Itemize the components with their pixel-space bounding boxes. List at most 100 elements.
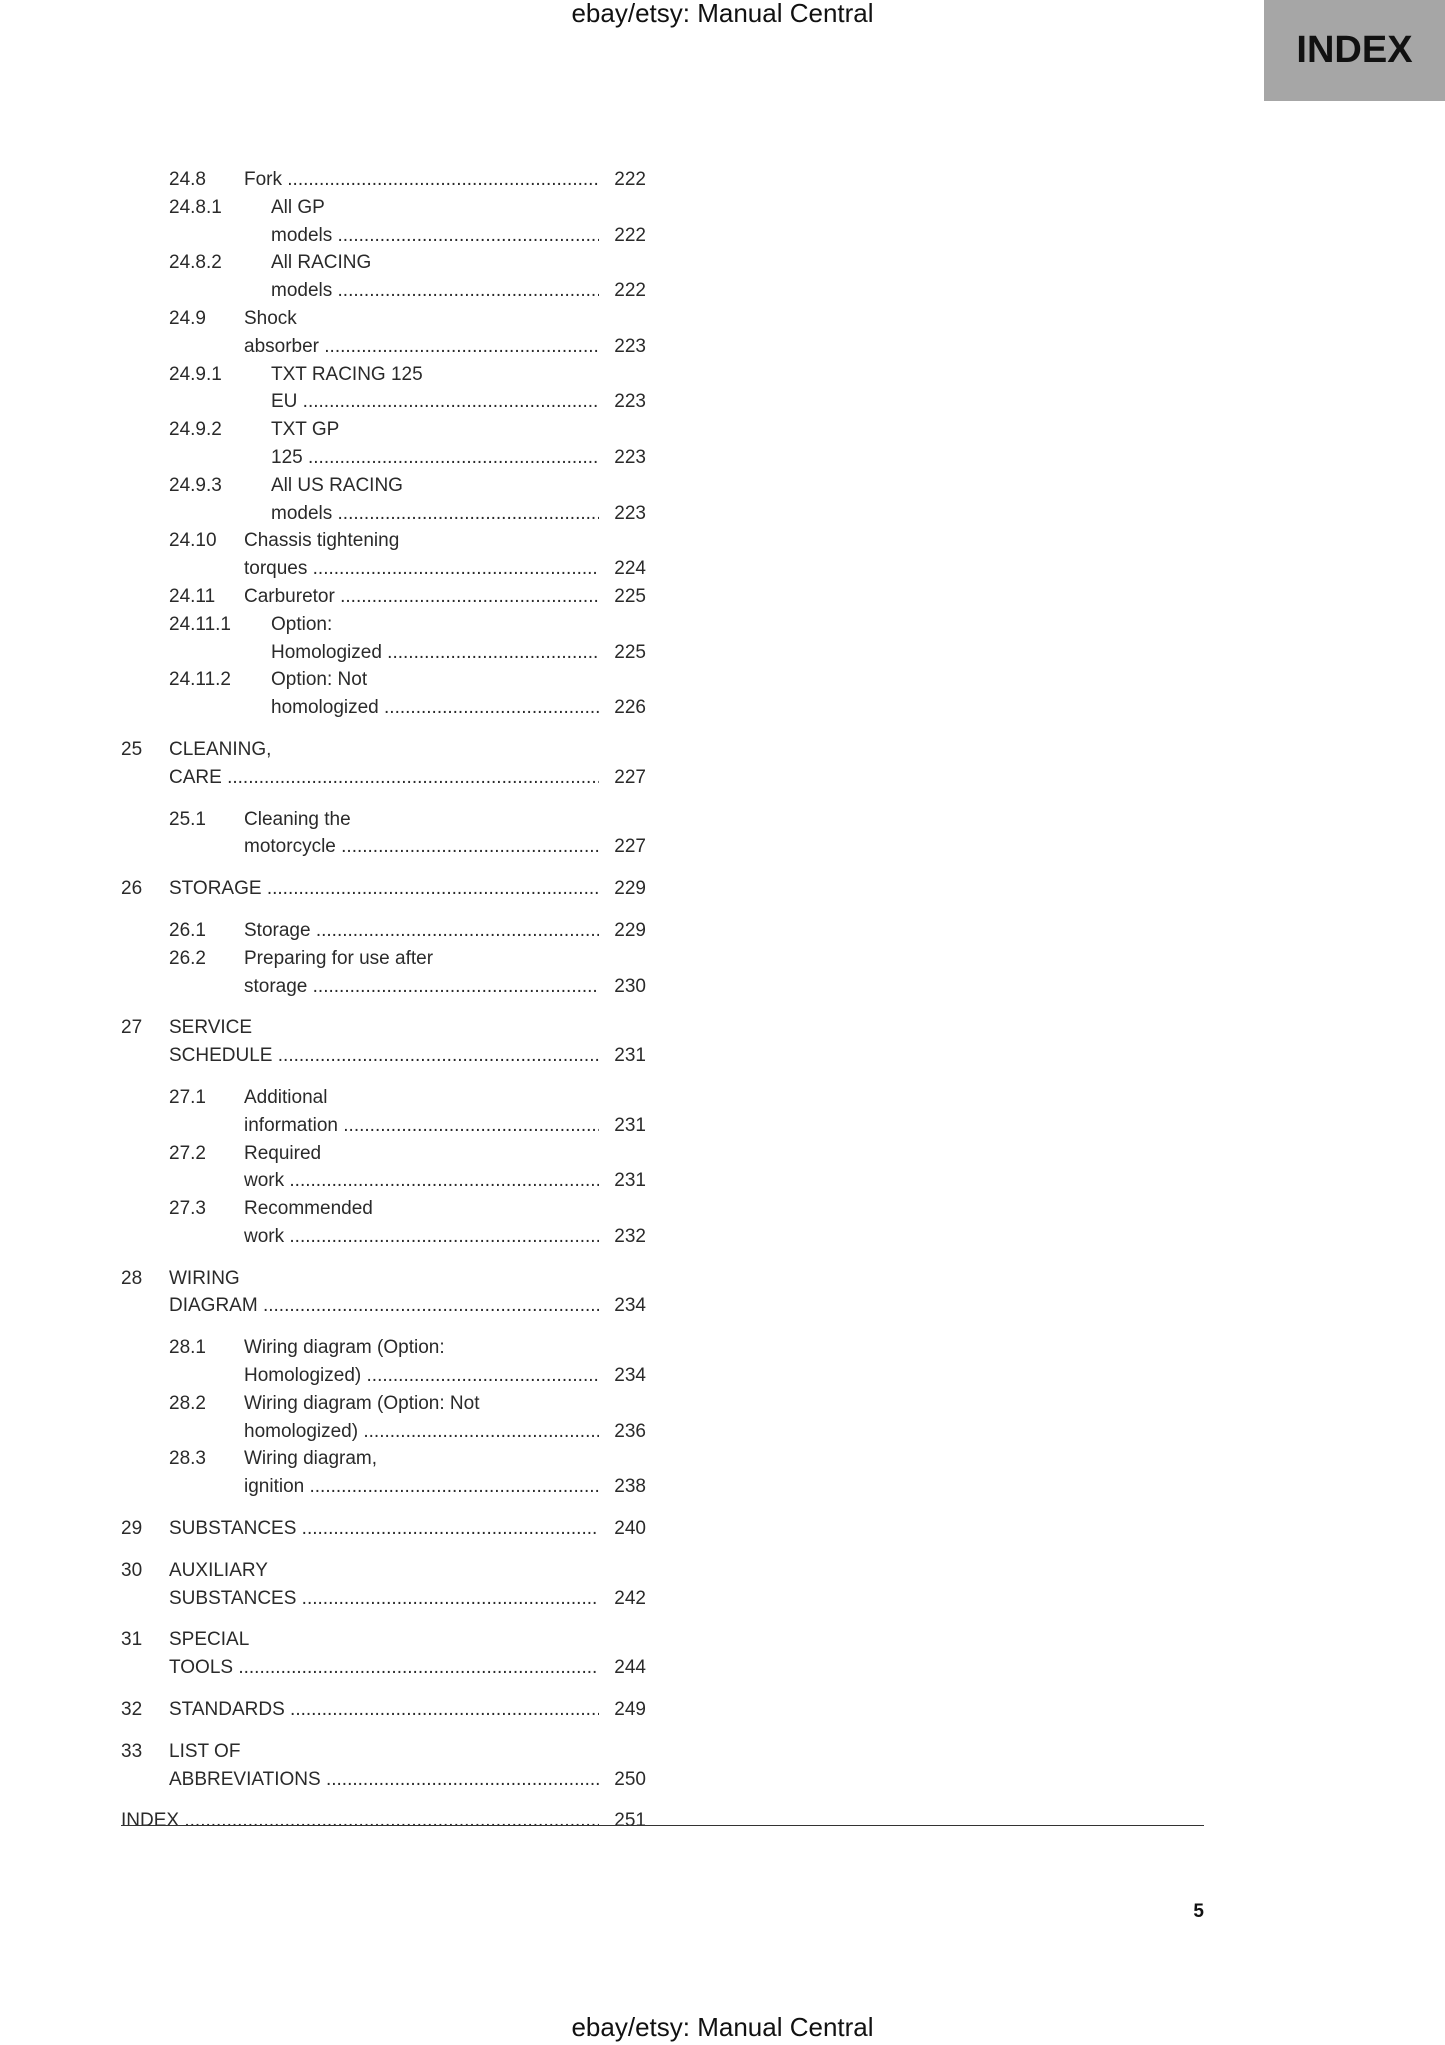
toc-entry[interactable]: 25.1 Cleaning the motorcycle227 bbox=[121, 806, 646, 862]
toc-entry-number: 24.9 bbox=[169, 307, 206, 329]
toc-entry-title: Preparing for use after storage bbox=[244, 948, 599, 997]
toc-entry[interactable]: 24.11 Carburetor 225 bbox=[121, 582, 646, 611]
toc-entry-title: Recommended work bbox=[244, 1198, 599, 1247]
index-tab: INDEX bbox=[1264, 0, 1445, 101]
toc-entry[interactable]: 27.2 Required work231 bbox=[121, 1140, 646, 1196]
toc-entry-number: 32 bbox=[121, 1699, 143, 1721]
toc-entry[interactable]: 25 CLEANING, CARE227 bbox=[121, 736, 646, 792]
toc-entry-page: 249 bbox=[606, 1696, 646, 1724]
toc-entry-title: SUBSTANCES bbox=[169, 1518, 599, 1539]
footer-divider bbox=[121, 1825, 1204, 1826]
toc-entry-title: Wiring diagram, ignition bbox=[244, 1448, 599, 1497]
toc-entry-page: 251 bbox=[606, 1807, 646, 1836]
toc-entry-number: 31 bbox=[121, 1629, 143, 1651]
toc-entry[interactable]: 28 WIRING DIAGRAM234 bbox=[121, 1265, 646, 1321]
toc-entry-title: Shock absorber bbox=[244, 308, 599, 357]
toc-entry[interactable]: 27 SERVICE SCHEDULE231 bbox=[121, 1014, 646, 1070]
page-number: 5 bbox=[1193, 1901, 1204, 1922]
toc-entry-number: 24.11.1 bbox=[169, 613, 231, 635]
toc-entry[interactable]: 24.8 Fork 222 bbox=[121, 166, 646, 194]
toc-entry-title: SERVICE SCHEDULE bbox=[169, 1017, 599, 1066]
toc-entry-page: 242 bbox=[606, 1584, 646, 1613]
toc-entry-title: All US RACING models bbox=[271, 475, 599, 524]
toc-entry-number: 24.11 bbox=[169, 585, 216, 607]
toc-entry-number: 25 bbox=[121, 738, 143, 760]
toc-entry-page: 224 bbox=[606, 555, 646, 583]
toc-entry-page: 223 bbox=[606, 499, 646, 528]
page-header: ebay/etsy: Manual Central bbox=[571, 0, 874, 28]
toc-entry-page: 244 bbox=[606, 1654, 646, 1683]
toc-entry[interactable]: 26.2 Preparing for use after storage230 bbox=[121, 945, 646, 1001]
toc-entry-number: 24.9.2 bbox=[169, 419, 222, 441]
toc-entry-title: Wiring diagram (Option: Not homologized) bbox=[244, 1393, 599, 1442]
toc-entry-number: 29 bbox=[121, 1518, 143, 1540]
toc-entry[interactable]: 24.9.1 TXT RACING 125 EU223 bbox=[121, 361, 646, 417]
toc-entry-number: 28.1 bbox=[169, 1337, 206, 1359]
toc-entry-title: CLEANING, CARE bbox=[169, 739, 599, 788]
toc-entry[interactable]: 28.2 Wiring diagram (Option: Not homologi… bbox=[121, 1390, 646, 1446]
toc-entry-page: 223 bbox=[606, 388, 646, 417]
toc-entry-title: AUXILIARY SUBSTANCES bbox=[169, 1560, 599, 1609]
page-footer: ebay/etsy: Manual Central bbox=[571, 2012, 874, 2042]
toc-entry-page: 225 bbox=[606, 582, 646, 611]
toc-entry-number: 24.8 bbox=[169, 169, 206, 190]
toc-entry-number: 27 bbox=[121, 1017, 143, 1039]
toc-entry[interactable]: 26.1 Storage 229 bbox=[121, 916, 646, 945]
toc-entry[interactable]: 24.8.2 All RACING models222 bbox=[121, 249, 646, 305]
toc-entry[interactable]: 24.11.2 Option: Not homologized226 bbox=[121, 666, 646, 722]
toc-entry-title: Storage bbox=[244, 920, 599, 941]
toc-entry[interactable]: 29 SUBSTANCES 240 bbox=[121, 1515, 646, 1543]
toc-entry[interactable]: 24.8.1 All GP models222 bbox=[121, 194, 646, 250]
toc-entry[interactable]: 31 SPECIAL TOOLS244 bbox=[121, 1626, 646, 1683]
toc-entry-title: Option: Not homologized bbox=[271, 669, 599, 718]
toc-entry-page: 238 bbox=[606, 1473, 646, 1502]
toc-entry[interactable]: INDEX 251 bbox=[121, 1807, 646, 1836]
toc-entry[interactable]: 28.1 Wiring diagram (Option: Homologized)… bbox=[121, 1334, 646, 1390]
toc-entry-page: 225 bbox=[606, 638, 646, 667]
toc-entry-title: LIST OF ABBREVIATIONS bbox=[169, 1741, 599, 1790]
toc-entry[interactable]: 27.3 Recommended work232 bbox=[121, 1195, 646, 1251]
toc-entry-page: 240 bbox=[606, 1515, 646, 1543]
toc-entry[interactable]: 24.9 Shock absorber223 bbox=[121, 305, 646, 361]
toc-entry[interactable]: 30 AUXILIARY SUBSTANCES242 bbox=[121, 1557, 646, 1613]
toc-entry[interactable]: 24.10 Chassis tightening torques224 bbox=[121, 527, 646, 583]
toc-entry-page: 230 bbox=[606, 972, 646, 1001]
toc-entry-number: 24.8.2 bbox=[169, 252, 222, 274]
toc-entry[interactable]: 33 LIST OF ABBREVIATIONS250 bbox=[121, 1738, 646, 1794]
toc-entry-page: 226 bbox=[606, 694, 646, 722]
toc-entry-page: 222 bbox=[606, 277, 646, 305]
toc-entry-page: 234 bbox=[606, 1292, 646, 1321]
toc-entry[interactable]: 32 STANDARDS 249 bbox=[121, 1696, 646, 1724]
toc-entry-number: 24.9.1 bbox=[169, 363, 222, 385]
toc-entry[interactable]: 24.9.3 All US RACING models223 bbox=[121, 472, 646, 528]
toc-entry-title: All RACING models bbox=[271, 252, 599, 301]
toc-entry-title: STORAGE bbox=[169, 878, 599, 899]
toc-entry-number: 33 bbox=[121, 1740, 143, 1762]
toc-entry-title: WIRING DIAGRAM bbox=[169, 1268, 599, 1317]
toc-entry-number: 30 bbox=[121, 1559, 143, 1581]
toc-entry-title: Chassis tightening torques bbox=[244, 530, 599, 579]
toc-entry-title: All GP models bbox=[271, 197, 599, 246]
toc-entry-page: 223 bbox=[606, 332, 646, 361]
toc-entry[interactable]: 24.11.1 Option: Homologized225 bbox=[121, 611, 646, 667]
toc-entry-title: INDEX bbox=[121, 1810, 599, 1831]
toc-entry[interactable]: 26 STORAGE 229 bbox=[121, 875, 646, 903]
toc-entry[interactable]: 28.3 Wiring diagram, ignition238 bbox=[121, 1445, 646, 1502]
toc-entry-number: 26 bbox=[121, 878, 143, 900]
toc-entry-number: 24.11.2 bbox=[169, 669, 231, 691]
toc-entry-page: 222 bbox=[606, 221, 646, 250]
toc-entry-title: Carburetor bbox=[244, 586, 599, 607]
toc-entry-number: 25.1 bbox=[169, 808, 206, 830]
toc-entry-number: 27.1 bbox=[169, 1086, 206, 1108]
toc-entry-page: 234 bbox=[606, 1362, 646, 1390]
toc-entry-page: 223 bbox=[606, 443, 646, 472]
toc-entry[interactable]: 24.9.2 TXT GP 125223 bbox=[121, 416, 646, 472]
toc-entry-number: 28 bbox=[121, 1267, 143, 1289]
toc-entry[interactable]: 27.1 Additional information231 bbox=[121, 1084, 646, 1140]
toc-entry-number: 26.2 bbox=[169, 947, 206, 969]
toc-entry-number: 28.3 bbox=[169, 1448, 206, 1470]
toc-entry-title: Required work bbox=[244, 1143, 599, 1192]
toc-entry-title: Option: Homologized bbox=[271, 614, 599, 663]
toc-entry-title: Wiring diagram (Option: Homologized) bbox=[244, 1337, 599, 1386]
